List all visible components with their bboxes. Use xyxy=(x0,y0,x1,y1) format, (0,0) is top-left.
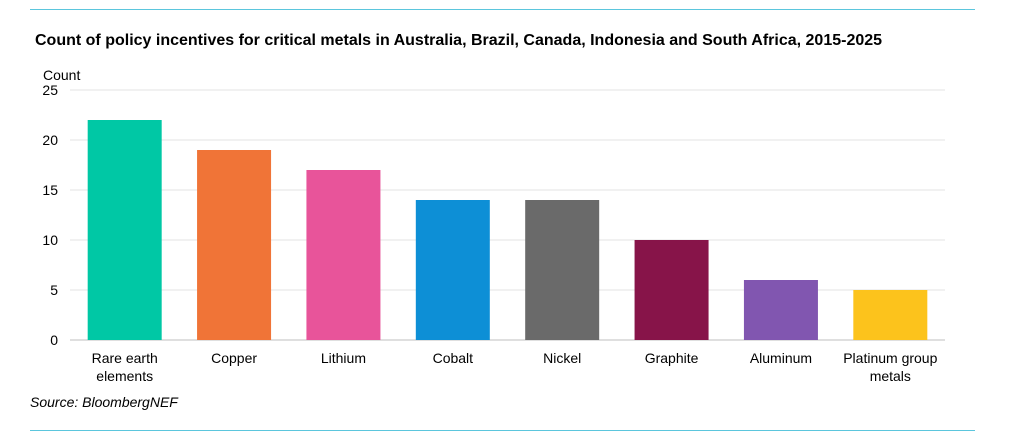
x-tick-label: Nickel xyxy=(543,350,581,366)
bar xyxy=(853,290,928,340)
x-tick-label: Rare earth elements xyxy=(92,350,158,384)
bar xyxy=(634,240,709,340)
x-tick-label: Cobalt xyxy=(433,350,474,366)
y-tick-label: 0 xyxy=(50,332,58,348)
y-tick-label: 5 xyxy=(50,282,58,298)
x-tick-label: Lithium xyxy=(321,350,366,366)
y-tick-label: 20 xyxy=(42,132,58,148)
bottom-rule xyxy=(30,430,975,431)
bar xyxy=(306,170,381,340)
x-tick-label: Graphite xyxy=(645,350,699,366)
bar xyxy=(197,150,272,340)
source-note: Source: BloombergNEF xyxy=(30,394,178,410)
y-tick-label: 10 xyxy=(42,232,58,248)
y-tick-label: 25 xyxy=(42,82,58,98)
bar xyxy=(415,200,490,340)
bar xyxy=(525,200,600,340)
x-tick-label: Aluminum xyxy=(750,350,812,366)
y-axis-label: Count xyxy=(43,67,80,83)
bar xyxy=(87,120,162,340)
top-rule xyxy=(30,9,975,10)
y-tick-label: 15 xyxy=(42,182,58,198)
x-tick-label: Platinum group metals xyxy=(843,350,937,384)
bar xyxy=(743,280,818,340)
x-axis-ticks: Rare earth elements Copper Lithium Cobalt Nic… xyxy=(92,350,938,384)
y-axis-ticks: 0 5 10 15 20 25 xyxy=(42,82,58,348)
x-tick-label: Copper xyxy=(211,350,257,366)
chart-title: Count of policy incentives for critical … xyxy=(35,32,883,49)
bars xyxy=(87,120,928,340)
